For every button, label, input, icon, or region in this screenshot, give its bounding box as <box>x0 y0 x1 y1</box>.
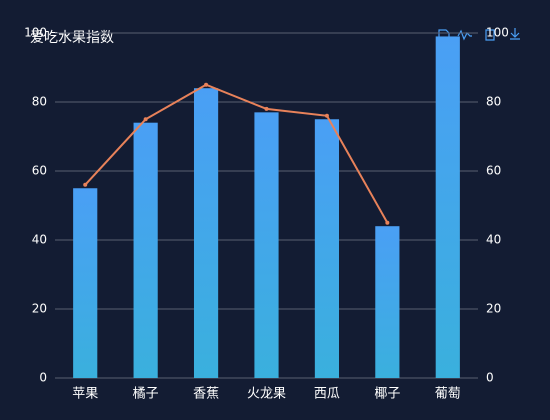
bar <box>254 112 279 378</box>
y2-tick-label: 20 <box>486 302 501 316</box>
line-point <box>143 117 148 122</box>
y2-tick-label: 80 <box>486 95 501 109</box>
x-tick-label: 苹果 <box>72 387 98 402</box>
chart-title: 爱吃水果指数 <box>30 30 114 46</box>
line <box>84 83 389 224</box>
line-point <box>204 82 209 87</box>
x-tick-label: 葡萄 <box>435 387 461 402</box>
icon-restore[interactable] <box>485 29 495 41</box>
bar <box>73 188 98 378</box>
y2-tick-label: 40 <box>486 233 501 247</box>
line-point <box>264 106 269 111</box>
y-tick-label: 20 <box>32 302 47 316</box>
icon-save[interactable] <box>510 28 520 40</box>
line-point <box>324 113 329 118</box>
x-tick-label: 西瓜 <box>314 387 340 402</box>
y-tick-label: 60 <box>32 164 47 178</box>
x-tick-label: 火龙果 <box>247 387 286 402</box>
bar <box>193 88 219 378</box>
y-tick-label: 80 <box>32 95 47 109</box>
line-point <box>385 220 390 225</box>
y2-tick-label: 0 <box>486 371 494 385</box>
bar <box>314 119 340 378</box>
x-tick-label: 香蕉 <box>193 387 219 402</box>
y2-tick-label: 100 <box>486 26 509 40</box>
line-point <box>83 182 88 187</box>
icon-line[interactable] <box>457 29 472 41</box>
y-tick-label: 40 <box>32 233 47 247</box>
bar <box>375 226 400 378</box>
y2-tick-label: 60 <box>486 164 501 178</box>
x-tick-label: 橘子 <box>133 386 159 402</box>
x-tick-label: 椰子 <box>374 387 400 402</box>
bar <box>133 122 158 378</box>
y-tick-label: 0 <box>39 371 47 385</box>
bar <box>435 36 460 378</box>
y-tick-label: 100 <box>24 26 47 40</box>
